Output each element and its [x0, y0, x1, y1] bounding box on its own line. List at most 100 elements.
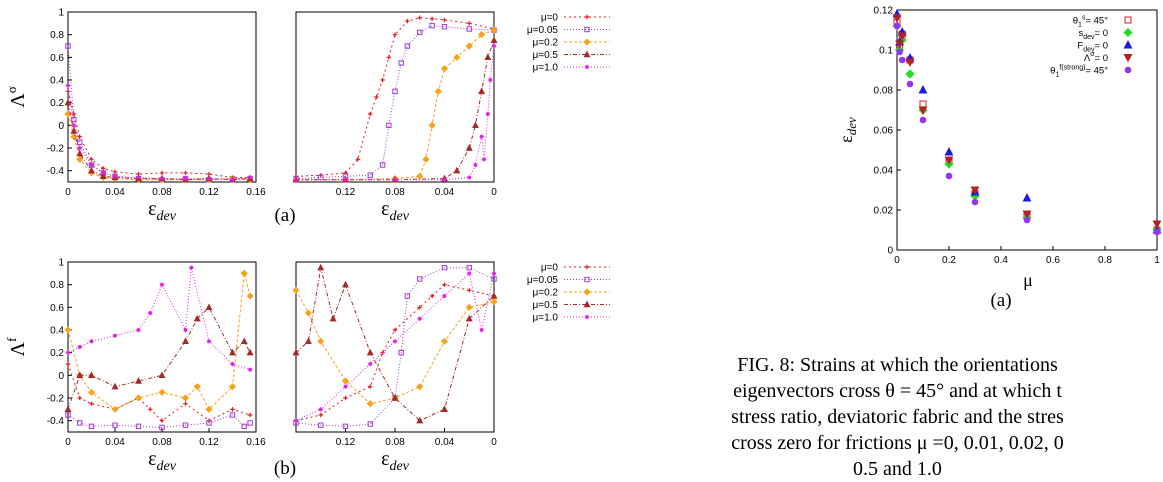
data-point — [342, 423, 349, 430]
data-point — [490, 36, 498, 44]
data-point — [293, 177, 299, 182]
data-point — [77, 420, 83, 426]
series-line — [296, 45, 495, 181]
data-point — [442, 17, 447, 23]
data-point — [366, 348, 374, 356]
data-point — [417, 316, 422, 321]
series-line — [67, 85, 251, 181]
data-point — [490, 298, 498, 306]
data-point — [368, 384, 373, 389]
x-tick-label: 0.04 — [105, 187, 125, 198]
data-point — [417, 15, 422, 20]
data-point — [392, 88, 398, 95]
data-point — [379, 162, 386, 168]
data-point — [193, 383, 201, 391]
data-point — [441, 264, 448, 271]
data-point — [183, 176, 188, 181]
data-point — [88, 166, 95, 174]
data-point — [479, 327, 484, 333]
legend-label: μ=0.2 — [532, 288, 558, 299]
data-point — [183, 401, 188, 406]
data-point — [491, 43, 497, 49]
legend-label: μ=0.5 — [532, 50, 558, 61]
data-point — [193, 314, 201, 322]
data-point — [906, 80, 914, 88]
data-point — [65, 89, 71, 94]
data-point — [65, 43, 71, 49]
x-tick-label: 0.12 — [336, 437, 356, 448]
data-point — [945, 172, 953, 180]
x-tick-label: 0.12 — [199, 187, 219, 198]
data-point — [434, 87, 442, 95]
x-tick-label: 0 — [65, 437, 71, 448]
data-point — [159, 176, 165, 181]
data-point — [159, 418, 165, 423]
plot-frame — [67, 261, 257, 433]
data-point — [416, 383, 424, 391]
data-point — [159, 424, 165, 431]
legend-label: θ1s= 45° — [1073, 15, 1108, 29]
data-point — [247, 412, 253, 418]
data-point — [341, 377, 350, 385]
data-point — [392, 327, 398, 333]
y-tick-label: 0.02 — [874, 206, 894, 217]
data-point — [374, 94, 379, 100]
data-point — [485, 111, 491, 117]
data-point — [111, 382, 119, 390]
data-point — [246, 348, 254, 356]
y-tick-label: 0.12 — [874, 6, 894, 17]
y-tick-label: 0.04 — [874, 166, 894, 177]
series-line — [67, 102, 251, 181]
y-tick-label: 0.08 — [874, 86, 894, 97]
series-line — [295, 267, 495, 427]
figure-caption: FIG. 8: Strains at which the orientation… — [632, 352, 1163, 482]
data-point — [429, 22, 435, 29]
series-line — [67, 414, 251, 429]
x-tick-label: 0.8 — [1098, 255, 1112, 266]
data-point — [416, 172, 424, 180]
x-axis-label: εdev — [381, 198, 410, 224]
x-tick-label: 0 — [65, 187, 71, 198]
data-point — [465, 144, 473, 151]
data-point — [488, 77, 493, 83]
series-line — [67, 306, 251, 410]
data-point — [466, 26, 472, 32]
data-point — [70, 133, 78, 141]
data-point — [355, 157, 361, 162]
data-point — [918, 106, 928, 115]
series-line — [295, 25, 495, 180]
legend-marker — [583, 300, 591, 308]
x-tick-label: 0 — [491, 437, 497, 448]
data-point — [112, 174, 118, 179]
data-point — [417, 276, 423, 282]
legend-marker — [1123, 27, 1133, 38]
data-point — [897, 32, 907, 41]
data-point — [465, 303, 473, 311]
data-point — [148, 407, 153, 412]
y-tick-label: -0.2 — [47, 394, 65, 405]
data-point — [293, 418, 299, 423]
data-point — [229, 412, 236, 418]
data-point — [944, 156, 954, 165]
legend-marker — [584, 26, 590, 33]
data-point — [392, 32, 398, 37]
data-point — [247, 175, 253, 180]
data-point — [89, 157, 94, 162]
x-tick-label: 0.04 — [435, 187, 455, 198]
data-point — [898, 56, 906, 64]
y-tick-label: 0.4 — [50, 76, 64, 87]
data-point — [479, 134, 484, 139]
data-point — [240, 269, 248, 277]
legend-label: θ1f(strong)= 45° — [1050, 65, 1108, 79]
data-point — [241, 423, 247, 430]
data-point — [183, 327, 188, 333]
data-point — [181, 394, 190, 402]
plot-frame — [67, 11, 257, 183]
data-point — [246, 292, 254, 300]
data-point — [205, 405, 213, 413]
y-tick-label: 1 — [58, 258, 64, 269]
data-point — [240, 337, 248, 345]
data-point — [343, 395, 348, 401]
data-point — [189, 265, 194, 270]
